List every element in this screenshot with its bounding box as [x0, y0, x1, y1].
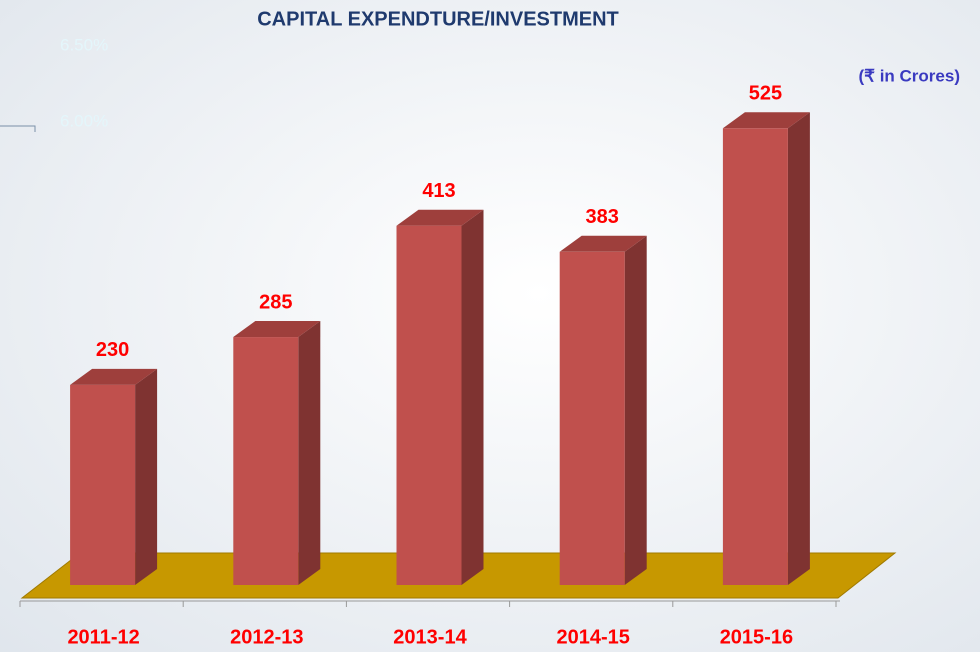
bar-top [559, 235, 647, 252]
value-label: 413 [422, 180, 455, 202]
fragment-line [0, 125, 36, 132]
x-tick-label: 2011-12 [67, 626, 139, 648]
bar-side [787, 112, 810, 585]
bar-top [396, 209, 484, 226]
value-label: 285 [259, 291, 292, 313]
chart-subtitle: (₹ in Crores) [859, 66, 961, 85]
value-label: 525 [749, 83, 782, 105]
bar-top [722, 112, 810, 129]
value-label: 383 [586, 206, 619, 228]
bar [233, 337, 299, 585]
bar [70, 384, 136, 585]
chart-title: CAPITAL EXPENDTURE/INVESTMENT [257, 8, 619, 30]
bar-top [233, 321, 321, 338]
bar-side [135, 368, 158, 585]
bar-top [70, 368, 158, 385]
x-tick-label: 2012-13 [230, 626, 303, 648]
x-tick-label: 2013-14 [393, 626, 467, 648]
ghost-label: 6.50% [60, 35, 108, 54]
bar-side [461, 209, 484, 585]
value-label: 230 [96, 339, 129, 361]
x-tick-label: 2015-16 [720, 626, 793, 648]
x-tick-label: 2014-15 [556, 626, 629, 648]
bar-side [298, 321, 321, 585]
ghost-label: 6.00% [60, 111, 108, 130]
bar-side [624, 235, 647, 586]
bar [396, 225, 462, 585]
bar [722, 128, 788, 585]
bar [559, 251, 625, 586]
